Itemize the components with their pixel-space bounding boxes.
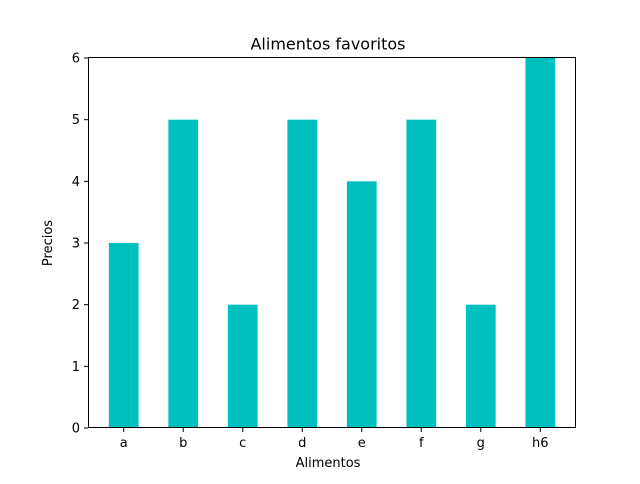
plot-frame: [88, 57, 576, 428]
y-axis-label: Precios: [41, 220, 56, 266]
bar-d: [287, 119, 318, 429]
x-tick-label: c: [239, 436, 246, 451]
y-tick-label: 0: [72, 422, 80, 437]
y-tick-label: 3: [72, 237, 80, 252]
x-tick-label: a: [120, 436, 128, 451]
y-axis-ticks: 0 1 2 3 4 5 6: [72, 52, 88, 437]
y-tick-label: 4: [72, 175, 80, 190]
bar-e: [346, 181, 377, 428]
y-tick-label: 2: [72, 298, 80, 313]
bars-layer: [108, 58, 556, 429]
x-tick-label: f: [419, 436, 424, 451]
bar-c: [227, 304, 258, 428]
x-tick-label: h6: [532, 436, 549, 451]
bar-g: [465, 304, 496, 428]
x-tick-label: e: [358, 436, 366, 451]
bar-h6: [525, 58, 556, 428]
y-tick-label: 5: [72, 113, 80, 128]
x-tick-label: b: [179, 436, 187, 451]
x-axis-label: Alimentos: [296, 456, 361, 471]
x-tick-label: d: [298, 436, 306, 451]
chart-title: Alimentos favoritos: [250, 35, 405, 54]
x-tick-label: g: [477, 436, 485, 451]
y-tick-label: 1: [72, 360, 80, 375]
bar-b: [168, 119, 199, 429]
bar-f: [406, 119, 437, 429]
y-tick-label: 6: [72, 52, 80, 67]
bar-a: [108, 243, 139, 428]
x-axis-ticks: a b c d e f g h6: [120, 428, 549, 451]
